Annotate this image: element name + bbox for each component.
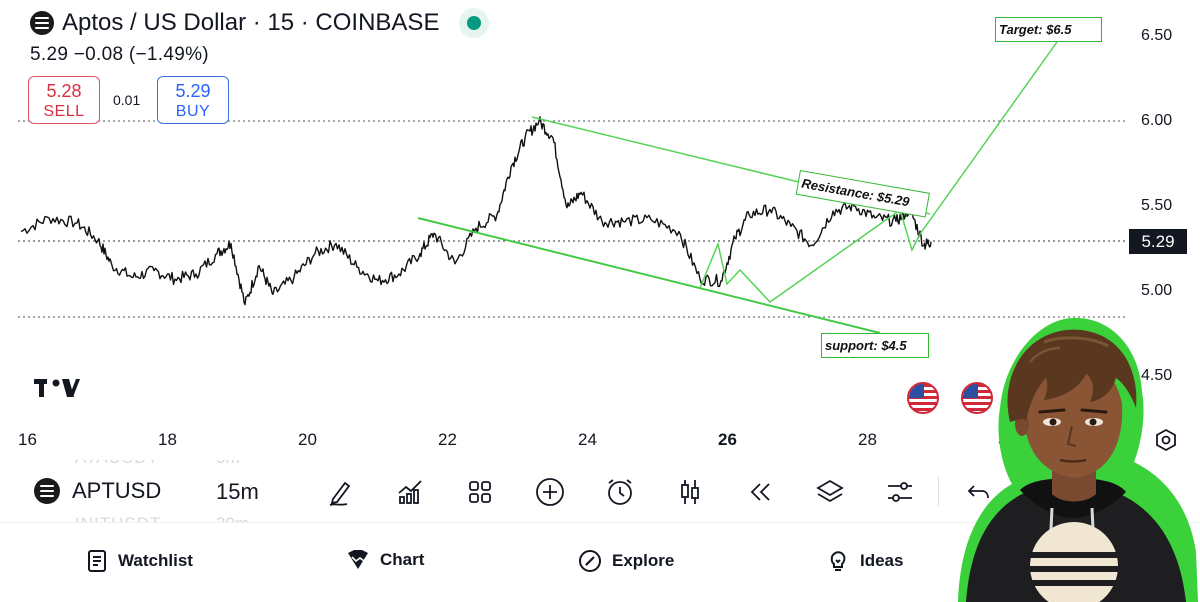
tab-watchlist[interactable]: Watchlist [86,549,193,573]
grid-icon[interactable] [464,476,496,508]
support-annotation[interactable]: support: $4.5 [821,333,929,358]
symbol-selector[interactable]: APTUSD [34,478,161,504]
time-axis-label: 18 [158,430,177,449]
tab-label: Watchlist [118,551,193,570]
aptos-logo-icon [30,11,54,35]
time-axis-label: 24 [578,430,597,449]
current-price-tag: 5.29 [1129,229,1187,254]
indicators-icon[interactable] [394,476,426,508]
chart-area[interactable]: Aptos / US Dollar · 15 · COINBASE 5.29 −… [0,0,1200,460]
timeframe-selector[interactable]: 15m [216,479,259,504]
time-axis-label: 20 [298,430,317,449]
chart-toolbar: ATAUSDT 5m INITUSDT 30m APTUSD 15m [0,460,1200,522]
tab-chart[interactable]: Chart [346,549,424,571]
price-axis-label: 5.50 [1141,197,1173,214]
symbol-title[interactable]: Aptos / US Dollar · 15 · COINBASE [62,9,440,36]
replay-icon[interactable] [744,476,776,508]
time-axis-label: 26 [718,430,737,449]
sell-label: SELL [43,103,85,120]
symbol-header[interactable]: Aptos / US Dollar · 15 · COINBASE [30,8,490,38]
us-flag-event-icon[interactable] [961,382,993,414]
tradingview-logo-icon[interactable] [34,376,80,406]
chart-icon [348,550,368,569]
hexagon-settings-icon[interactable] [1154,428,1178,457]
price-change-readout: 5.29 −0.08 (−1.49%) [30,44,209,65]
add-icon[interactable] [534,476,566,508]
price-axis-label: 6.00 [1141,112,1173,129]
ghost-timeframe: 30m [216,514,249,522]
tab-label: Ideas [860,551,904,570]
price-axis-label: 5.00 [1141,282,1173,299]
support-trendline [417,217,881,334]
us-flag-event-icon[interactable] [907,382,939,414]
market-status-icon[interactable] [459,8,490,38]
target-annotation[interactable]: Target: $6.5 [995,17,1102,42]
layers-icon[interactable] [814,476,846,508]
ghost-symbol: ATAUSDT [75,460,159,468]
price-line [20,116,932,306]
tab-explore[interactable]: Explore [578,549,674,573]
avatar-illustration [940,312,1200,602]
time-axis-label: 28 [858,430,877,449]
alarm-icon[interactable] [604,476,636,508]
bulb-icon [830,551,846,571]
price-chart[interactable] [0,0,1200,460]
spread-value: 0.01 [113,92,141,108]
symbol-name: APTUSD [72,478,162,503]
tab-label: Chart [380,550,425,569]
toolbar-divider [938,476,939,506]
time-axis-label: 16 [18,430,37,449]
tab-label: Explore [612,551,675,570]
settings-sliders-icon[interactable] [884,476,916,508]
price-axis-label: 6.50 [1141,27,1173,44]
buy-price: 5.29 [175,81,211,101]
aptos-logo-icon [34,478,60,504]
compass-icon [579,550,601,572]
ghost-symbol: INITUSDT [75,514,161,522]
buy-label: BUY [175,103,211,120]
projection-zigzag [699,41,1058,303]
buy-button[interactable]: 5.29 BUY [157,76,229,124]
undo-icon[interactable] [962,476,994,508]
sell-price: 5.28 [46,81,82,101]
sell-button[interactable]: 5.28 SELL [28,76,100,124]
list-icon [88,550,106,572]
price-axis-label: 4.50 [1141,367,1173,384]
pencil-icon[interactable] [324,476,356,508]
time-axis-label: 22 [438,430,457,449]
candles-icon[interactable] [674,476,706,508]
ghost-timeframe: 5m [216,460,240,468]
tab-ideas[interactable]: Ideas [826,549,903,573]
